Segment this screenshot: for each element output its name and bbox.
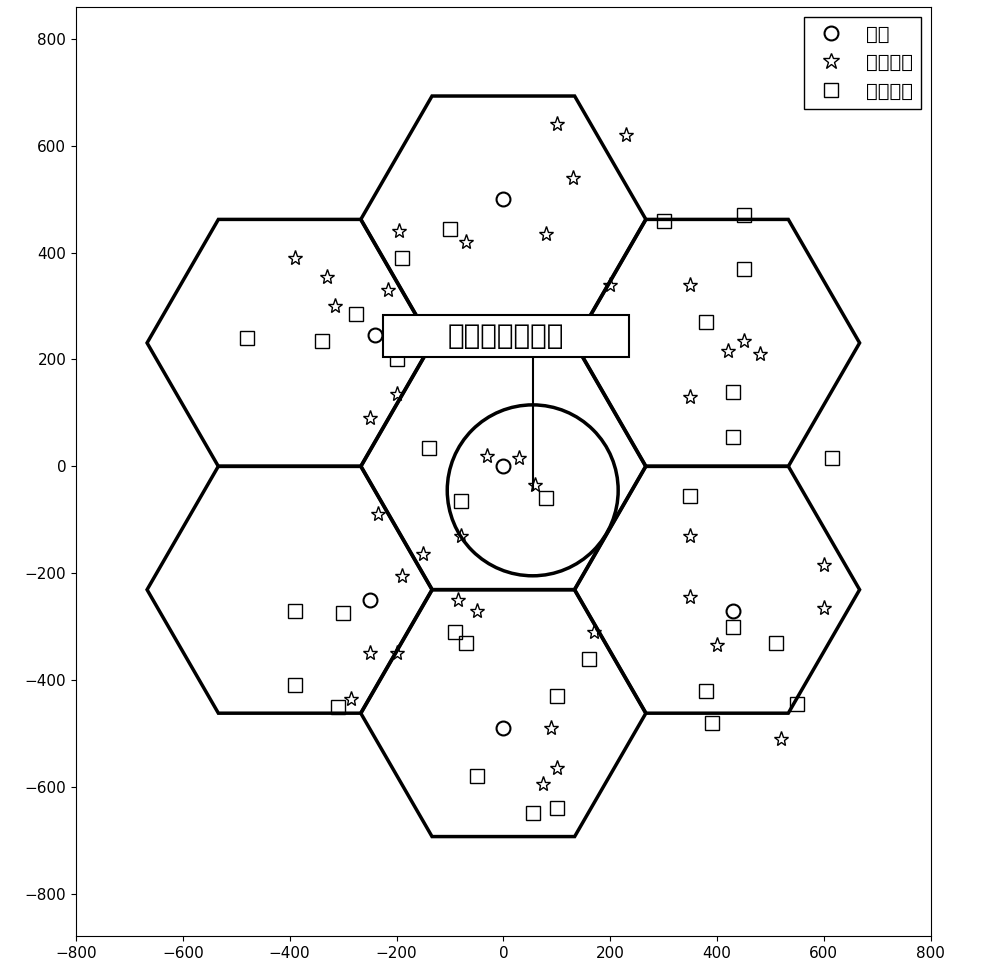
下行用户: [722, 346, 734, 357]
上行用户: [449, 626, 461, 638]
下行用户: [372, 508, 384, 520]
上行用户: [551, 690, 563, 702]
上行用户: [684, 490, 696, 501]
上行用户: [460, 637, 472, 649]
上行用户: [551, 802, 563, 814]
上行用户: [527, 807, 539, 819]
上行用户: [727, 385, 739, 397]
上行用户: [727, 431, 739, 442]
上行用户: [444, 223, 456, 234]
下行用户: [537, 778, 549, 790]
基站: [364, 594, 376, 606]
下行用户: [391, 388, 403, 400]
上行用户: [658, 215, 670, 227]
下行用户: [481, 450, 493, 462]
下行用户: [289, 253, 301, 264]
下行用户: [513, 452, 525, 464]
上行用户: [738, 209, 750, 221]
上行用户: [770, 637, 782, 649]
下行用户: [393, 226, 405, 237]
下行用户: [345, 693, 357, 705]
下行用户: [567, 172, 579, 184]
下行用户: [754, 348, 766, 360]
上行用户: [391, 353, 403, 365]
下行用户: [551, 762, 563, 773]
上行用户: [583, 652, 595, 664]
Text: 此扇区分组合理: 此扇区分组合理: [448, 322, 564, 350]
下行用户: [545, 722, 557, 734]
Line: 下行用户: 下行用户: [287, 117, 831, 792]
下行用户: [551, 119, 563, 131]
上行用户: [540, 493, 552, 504]
下行用户: [684, 279, 696, 290]
下行用户: [391, 648, 403, 659]
上行用户: [396, 253, 408, 264]
上行用户: [241, 332, 253, 344]
上行用户: [332, 701, 344, 712]
下行用户: [460, 236, 472, 248]
基站: [369, 330, 381, 342]
基站: [727, 605, 739, 617]
上行用户: [289, 680, 301, 691]
上行用户: [471, 771, 483, 782]
下行用户: [684, 391, 696, 403]
下行用户: [529, 479, 541, 491]
下行用户: [684, 591, 696, 603]
下行用户: [818, 560, 830, 571]
基站: [497, 461, 509, 472]
上行用户: [727, 620, 739, 632]
FancyBboxPatch shape: [383, 316, 629, 357]
基站: [497, 722, 509, 734]
基站: [497, 194, 509, 205]
上行用户: [350, 308, 362, 319]
下行用户: [738, 335, 750, 347]
下行用户: [818, 602, 830, 614]
Line: 基站: 基站: [363, 193, 740, 735]
Line: 上行用户: 上行用户: [240, 208, 839, 821]
下行用户: [452, 594, 464, 606]
上行用户: [455, 496, 467, 507]
下行用户: [417, 549, 429, 560]
下行用户: [604, 279, 616, 290]
上行用户: [337, 607, 349, 619]
下行用户: [382, 285, 394, 296]
上行用户: [316, 335, 328, 347]
Legend: 基站, 下行用户, 上行用户: 基站, 下行用户, 上行用户: [804, 16, 921, 108]
下行用户: [620, 130, 632, 141]
上行用户: [706, 717, 718, 729]
下行用户: [364, 412, 376, 424]
下行用户: [540, 228, 552, 240]
上行用户: [289, 605, 301, 617]
下行用户: [775, 733, 787, 744]
上行用户: [423, 441, 435, 453]
上行用户: [700, 684, 712, 696]
下行用户: [321, 271, 333, 283]
上行用户: [826, 452, 838, 464]
下行用户: [364, 648, 376, 659]
下行用户: [396, 570, 408, 582]
上行用户: [738, 263, 750, 275]
上行用户: [700, 317, 712, 328]
下行用户: [684, 529, 696, 541]
下行用户: [329, 300, 341, 312]
下行用户: [711, 640, 723, 651]
下行用户: [588, 626, 600, 638]
下行用户: [455, 529, 467, 541]
上行用户: [791, 698, 803, 710]
下行用户: [471, 605, 483, 617]
